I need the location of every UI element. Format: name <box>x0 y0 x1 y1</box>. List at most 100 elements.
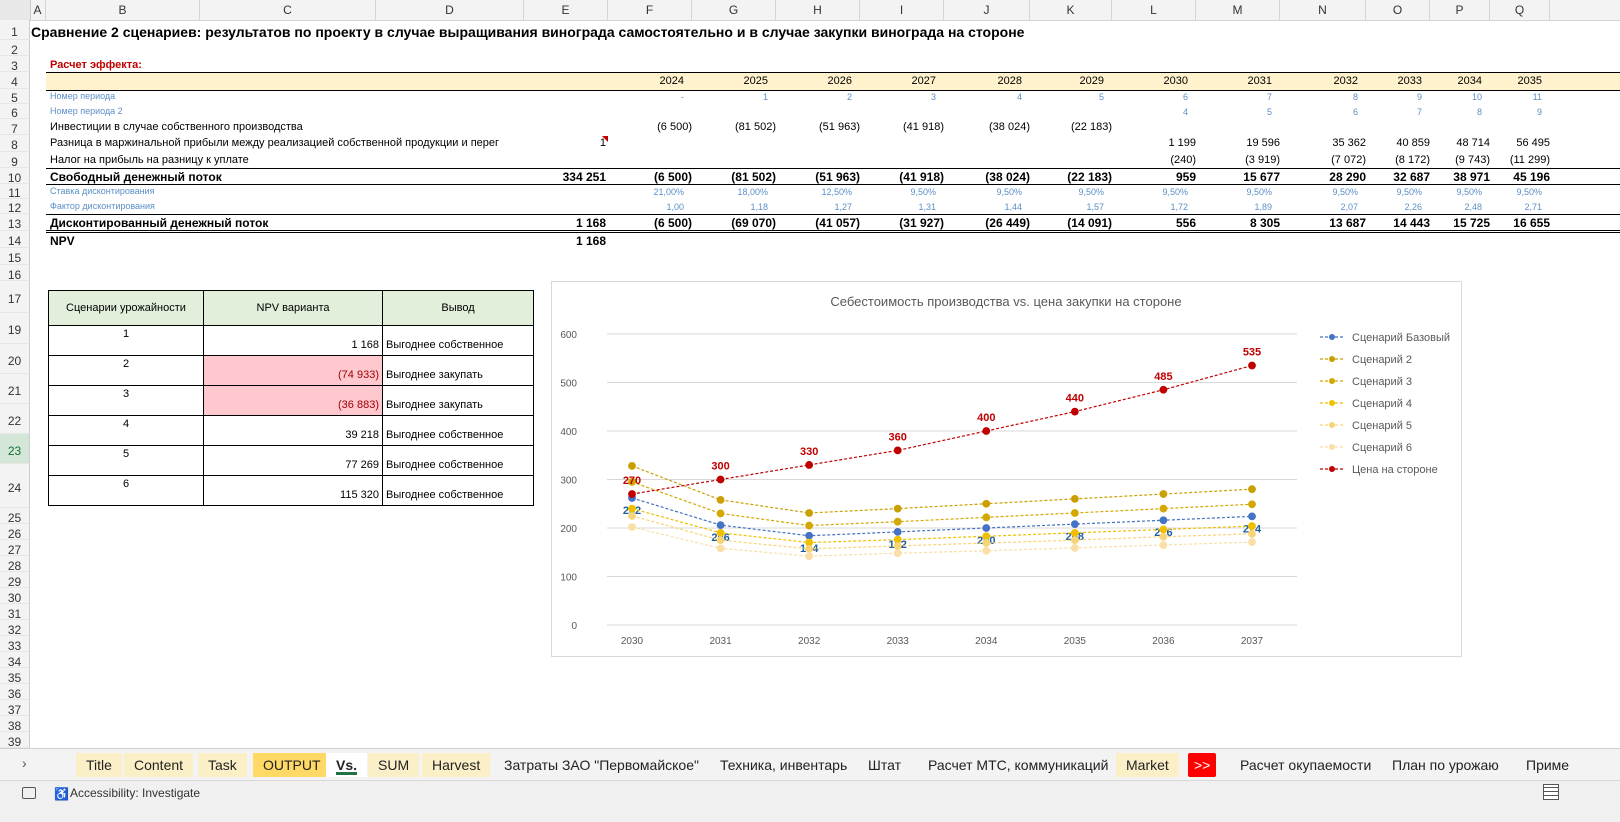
cell-value[interactable]: 1,18 <box>750 202 768 212</box>
cell-value[interactable]: 21,00% <box>653 187 684 197</box>
row-header[interactable]: 39 <box>0 732 30 749</box>
section-heading[interactable]: Расчет эффекта: <box>50 59 142 71</box>
macro-record-icon[interactable] <box>22 787 36 799</box>
row-header[interactable]: 9 <box>0 152 30 169</box>
row-header[interactable]: 34 <box>0 652 30 669</box>
row-header[interactable]: 5 <box>0 89 30 105</box>
row-label[interactable]: Инвестиции в случае собственного произво… <box>50 121 303 133</box>
cell-value[interactable]: (26 449) <box>985 216 1030 230</box>
cell-value[interactable]: 9 <box>1536 107 1542 117</box>
year-header[interactable]: 2024 <box>659 75 684 87</box>
row-header[interactable]: 35 <box>0 668 30 685</box>
row-header[interactable]: 2 <box>0 40 30 57</box>
row-label[interactable]: Фактор дисконтирования <box>50 201 155 211</box>
scenario-header[interactable]: Сценарии урожайности <box>48 290 204 326</box>
tab-scroll-right-icon[interactable]: › <box>22 755 27 771</box>
cell-value[interactable]: 9,50% <box>910 187 936 197</box>
cell-value[interactable]: 1,44 <box>1004 202 1022 212</box>
cell-value[interactable]: 8 <box>1476 107 1482 117</box>
cell-value[interactable]: 5 <box>1098 92 1104 102</box>
sheet-tab[interactable]: Приме <box>1526 757 1570 773</box>
row-header[interactable]: 28 <box>0 556 30 573</box>
cell-value[interactable]: (6 500) <box>657 121 692 133</box>
row-header[interactable]: 25 <box>0 508 30 525</box>
accessibility-status[interactable]: Accessibility: Investigate <box>70 786 201 800</box>
cell-value[interactable]: 32 687 <box>1393 170 1430 184</box>
sheet-tab[interactable]: OUTPUT <box>253 753 331 777</box>
sheet-tab[interactable]: Затраты ЗАО "Первомайское" <box>504 757 699 773</box>
accessibility-icon[interactable]: ♿ <box>54 787 69 801</box>
cell-value[interactable]: 1,57 <box>1086 202 1104 212</box>
cell-value[interactable]: (81 502) <box>735 121 776 133</box>
row-header[interactable]: 22 <box>0 404 30 434</box>
row-header[interactable]: 4 <box>0 72 30 89</box>
cell-value[interactable]: 6 <box>1182 92 1188 102</box>
scenario-conclusion[interactable]: Выгоднее собственное <box>382 445 534 476</box>
cell-value[interactable]: 15 725 <box>1453 216 1490 230</box>
scenario-header[interactable]: NPV варианта <box>203 290 383 326</box>
scenario-number[interactable]: 2 <box>48 355 204 386</box>
year-header[interactable]: 2031 <box>1247 75 1272 87</box>
comment-marker[interactable] <box>602 136 608 142</box>
cell-value[interactable]: 1,00 <box>666 202 684 212</box>
column-header[interactable]: Q <box>1490 0 1550 20</box>
cell-value[interactable]: 6 <box>1352 107 1358 117</box>
row-header[interactable]: 27 <box>0 540 30 557</box>
cell-value[interactable]: 9,50% <box>1396 187 1422 197</box>
cell-value[interactable]: 1 199 <box>1168 137 1196 149</box>
cell-value[interactable]: (7 072) <box>1331 154 1366 166</box>
column-header[interactable]: H <box>776 0 860 20</box>
row-header[interactable]: 26 <box>0 524 30 541</box>
npv-label[interactable]: NPV <box>50 234 75 248</box>
cell-value[interactable]: (51 963) <box>819 121 860 133</box>
scenario-number[interactable]: 6 <box>48 475 204 506</box>
cell-value[interactable]: 28 290 <box>1329 170 1366 184</box>
year-header[interactable]: 2035 <box>1517 75 1542 87</box>
sheet-tab[interactable]: Расчет МТС, коммуникаций <box>928 757 1109 773</box>
row-label[interactable]: Свободный денежный поток <box>50 170 222 184</box>
row-header[interactable]: 24 <box>0 464 30 508</box>
scenario-conclusion[interactable]: Выгоднее закупать <box>382 385 534 416</box>
row-header[interactable]: 8 <box>0 135 30 152</box>
column-header[interactable]: O <box>1366 0 1430 20</box>
cell-value[interactable]: (41 918) <box>899 170 944 184</box>
scenario-conclusion[interactable]: Выгоднее закупать <box>382 355 534 386</box>
sheet-tab[interactable]: Market <box>1116 753 1179 777</box>
column-header[interactable]: A <box>30 0 46 20</box>
scenario-npv[interactable]: 39 218 <box>203 415 383 446</box>
cell-value[interactable]: (6 500) <box>653 216 692 230</box>
cell-value[interactable]: 9,50% <box>1246 187 1272 197</box>
cell-value[interactable]: 1,89 <box>1254 202 1272 212</box>
sheet-tab[interactable]: Content <box>124 753 194 777</box>
row-header[interactable]: 13 <box>0 214 30 231</box>
column-header[interactable]: E <box>524 0 608 20</box>
row-header[interactable]: 29 <box>0 572 30 589</box>
column-header[interactable]: P <box>1430 0 1490 20</box>
cell-value[interactable]: 13 687 <box>1329 216 1366 230</box>
sheet-tab[interactable]: Title <box>76 753 122 777</box>
row-header[interactable]: 11 <box>0 184 30 200</box>
column-header[interactable]: F <box>608 0 692 20</box>
cell-value[interactable]: 14 443 <box>1393 216 1430 230</box>
row-total[interactable]: 1 168 <box>575 216 606 230</box>
cell-value[interactable]: 48 714 <box>1456 137 1490 149</box>
cell-value[interactable]: 38 971 <box>1453 170 1490 184</box>
year-header[interactable]: 2030 <box>1163 75 1188 87</box>
scenario-npv[interactable]: 1 168 <box>203 325 383 356</box>
cell-value[interactable]: (11 299) <box>1509 154 1550 166</box>
sheet-tab[interactable]: План по урожаю <box>1392 757 1499 773</box>
cell-value[interactable]: 9,50% <box>1078 187 1104 197</box>
column-header[interactable]: M <box>1196 0 1280 20</box>
cell-value[interactable]: 959 <box>1175 170 1196 184</box>
cell-value[interactable]: (3 919) <box>1245 154 1280 166</box>
cell-value[interactable]: (38 024) <box>989 121 1030 133</box>
select-all-corner[interactable] <box>0 0 31 20</box>
year-header[interactable]: 2033 <box>1397 75 1422 87</box>
row-total[interactable]: 334 251 <box>562 170 606 184</box>
row-header[interactable]: 19 <box>0 313 30 344</box>
column-header[interactable]: C <box>200 0 376 20</box>
row-header[interactable]: 12 <box>0 199 30 215</box>
scenario-conclusion[interactable]: Выгоднее собственное <box>382 415 534 446</box>
cell-value[interactable]: 8 305 <box>1249 216 1280 230</box>
column-header[interactable]: J <box>944 0 1030 20</box>
